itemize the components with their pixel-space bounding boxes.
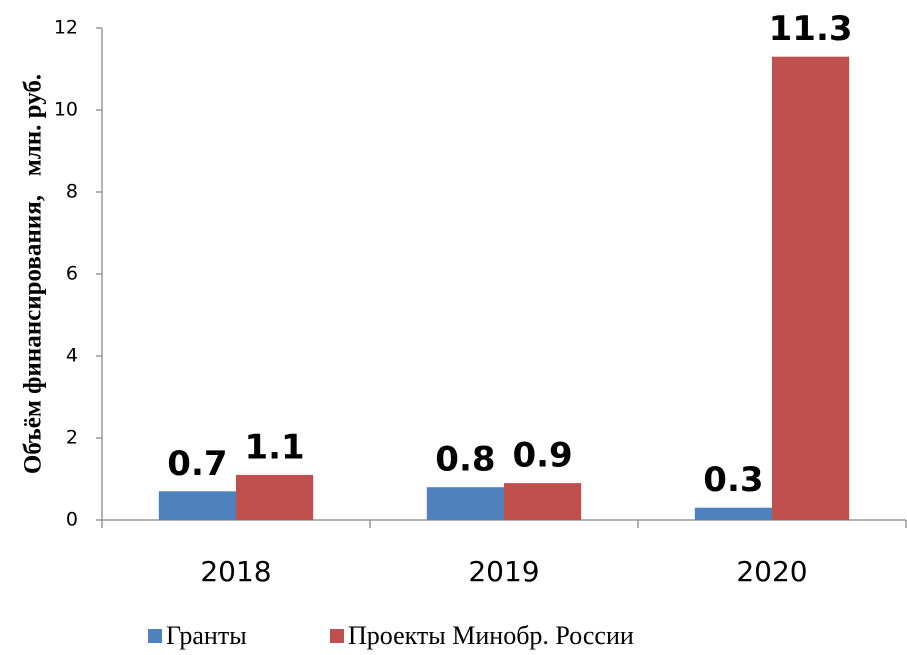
value-label: 0.8 [435, 440, 495, 480]
bar [426, 487, 504, 520]
y-tick-label: 6 [66, 263, 78, 285]
legend-label: Гранты [166, 621, 247, 650]
x-tick-label: 2019 [468, 555, 539, 588]
y-tick-label: 0 [66, 509, 78, 531]
y-tick-label: 10 [54, 99, 78, 121]
y-tick-label: 12 [54, 17, 78, 39]
legend-label: Проекты Минобр. России [348, 621, 634, 650]
x-tick-label: 2020 [736, 555, 807, 588]
bar [158, 491, 236, 520]
legend-swatch [330, 629, 344, 643]
y-axis-label: Объём финансирования, млн. руб. [20, 74, 47, 474]
value-label: 1.1 [244, 427, 304, 467]
bar [772, 56, 850, 520]
value-label: 0.3 [703, 460, 763, 500]
bar [694, 507, 772, 520]
value-label: 11.3 [769, 9, 853, 49]
legend-swatch [148, 629, 162, 643]
x-tick-label: 2018 [200, 555, 271, 588]
bar [236, 474, 314, 520]
y-tick-label: 4 [66, 345, 78, 367]
y-tick-label: 8 [66, 181, 78, 203]
bar [504, 483, 582, 520]
value-label: 0.9 [512, 436, 572, 476]
y-tick-label: 2 [66, 427, 78, 449]
value-label: 0.7 [167, 444, 227, 484]
